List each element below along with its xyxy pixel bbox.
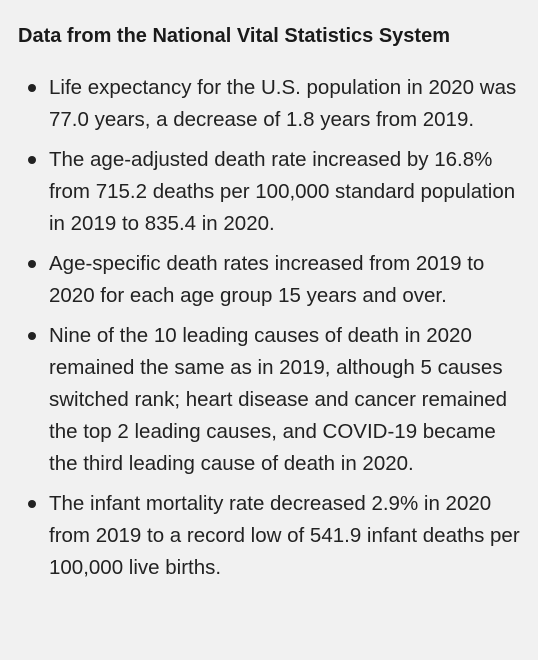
section-title: Data from the National Vital Statistics … [18, 25, 450, 47]
bullet-item: Nine of the 10 leading causes of death i… [28, 320, 521, 480]
bullet-item: Life expectancy for the U.S. population … [28, 72, 521, 136]
bullet-item: Age-specific death rates increased from … [28, 248, 521, 312]
bullet-item: The age-adjusted death rate increased by… [28, 144, 521, 240]
bullet-item: The infant mortality rate decreased 2.9%… [28, 488, 521, 584]
bullet-list: Life expectancy for the U.S. population … [18, 72, 521, 584]
